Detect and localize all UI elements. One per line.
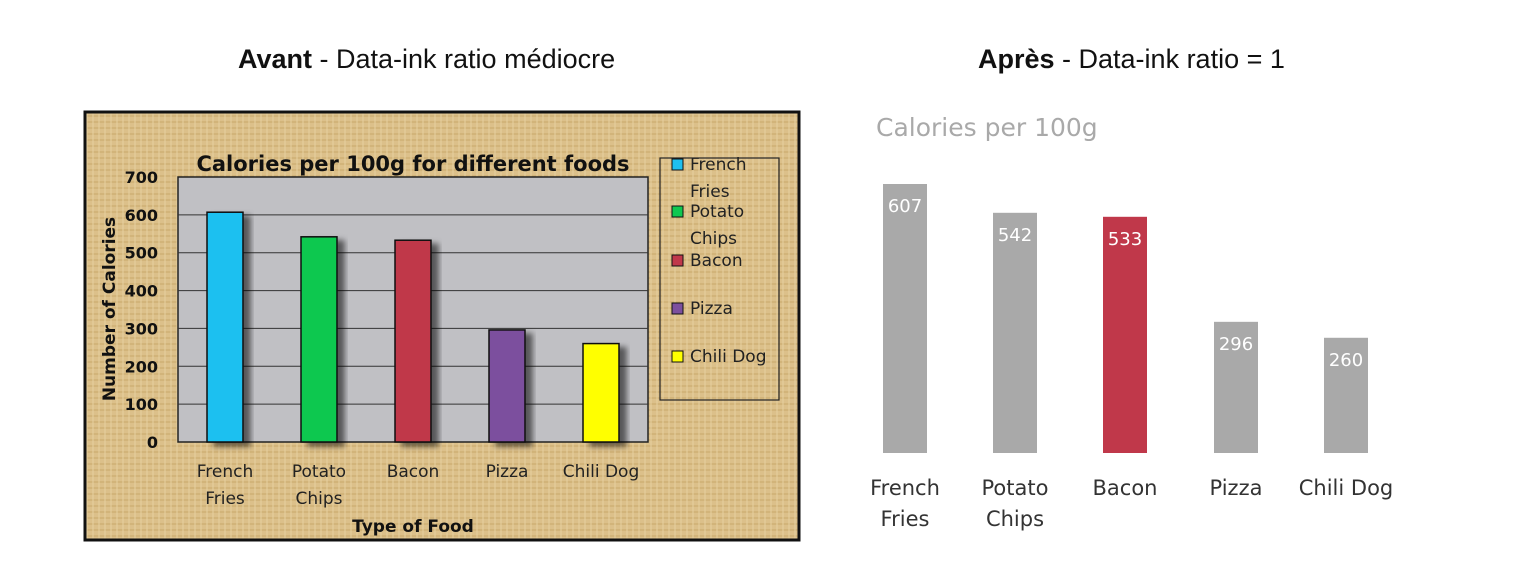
- before-y-tick-label: 100: [125, 395, 158, 414]
- before-bar: [300, 236, 338, 443]
- before-x-tick-label: French Fries: [197, 462, 254, 509]
- after-x-tick-label: French Fries: [870, 476, 940, 531]
- before-bar: [394, 239, 432, 443]
- before-y-tick-label: 500: [125, 244, 158, 263]
- before-legend-swatch: [671, 254, 684, 267]
- before-legend-swatch: [671, 302, 684, 315]
- after-data-label: 542: [998, 225, 1032, 246]
- before-x-tick-label: Bacon: [387, 462, 440, 482]
- before-legend-swatch: [671, 205, 684, 218]
- after-x-tick-label: Bacon: [1093, 476, 1158, 500]
- after-data-label: 607: [888, 196, 922, 217]
- before-legend-swatch: [671, 350, 684, 363]
- after-bar: [1103, 216, 1147, 453]
- before-bar: [206, 211, 244, 443]
- before-legend-item: Potato Chips: [671, 202, 744, 249]
- before-legend-label: Potato Chips: [690, 202, 744, 249]
- before-legend-label: Bacon: [690, 251, 743, 271]
- after-bar: [883, 184, 927, 453]
- before-y-tick-label: 600: [125, 206, 158, 225]
- before-bar: [582, 342, 620, 443]
- right-heading: Après - Data-ink ratio = 1: [978, 44, 1285, 75]
- before-y-tick-label: 700: [125, 168, 158, 187]
- before-y-tick-label: 0: [147, 433, 158, 452]
- after-x-tick-label: Potato Chips: [982, 476, 1049, 531]
- before-x-tick-label: Potato Chips: [292, 462, 346, 509]
- before-legend-item: Pizza: [671, 299, 733, 319]
- after-bar: [993, 212, 1037, 453]
- after-x-tick-label: Chili Dog: [1299, 476, 1394, 500]
- left-heading-rest: - Data-ink ratio médiocre: [312, 44, 616, 74]
- left-heading-bold: Avant: [238, 44, 313, 74]
- before-y-tick-label: 400: [125, 282, 158, 301]
- before-legend-item: French Fries: [671, 155, 747, 202]
- after-data-label: 296: [1219, 334, 1253, 355]
- before-y-tick-label: 300: [125, 319, 158, 338]
- before-x-axis-label: Type of Food: [352, 517, 474, 537]
- before-x-tick-label: Chili Dog: [563, 462, 640, 482]
- before-legend-label: French Fries: [690, 155, 747, 202]
- before-y-axis-label: Number of Calories: [100, 217, 120, 401]
- right-heading-rest: - Data-ink ratio = 1: [1054, 44, 1285, 74]
- before-chart-title: Calories per 100g for different foods: [196, 152, 629, 176]
- before-legend-item: Bacon: [671, 251, 743, 271]
- before-legend-label: Pizza: [690, 299, 733, 319]
- right-heading-bold: Après: [978, 44, 1055, 74]
- before-y-tick-label: 200: [125, 357, 158, 376]
- before-legend-item: Chili Dog: [671, 347, 767, 367]
- left-heading: Avant - Data-ink ratio médiocre: [238, 44, 615, 75]
- before-legend-box: [659, 157, 780, 401]
- after-bar: [1324, 337, 1368, 453]
- after-data-label: 533: [1108, 229, 1142, 250]
- after-data-label: 260: [1329, 350, 1363, 371]
- before-legend-swatch: [671, 158, 684, 171]
- after-bar: [1214, 321, 1258, 453]
- before-legend-label: Chili Dog: [690, 347, 767, 367]
- after-chart-title: Calories per 100g: [876, 113, 1098, 142]
- after-x-tick-label: Pizza: [1210, 476, 1263, 500]
- before-bar: [488, 329, 526, 443]
- before-x-tick-label: Pizza: [486, 462, 529, 482]
